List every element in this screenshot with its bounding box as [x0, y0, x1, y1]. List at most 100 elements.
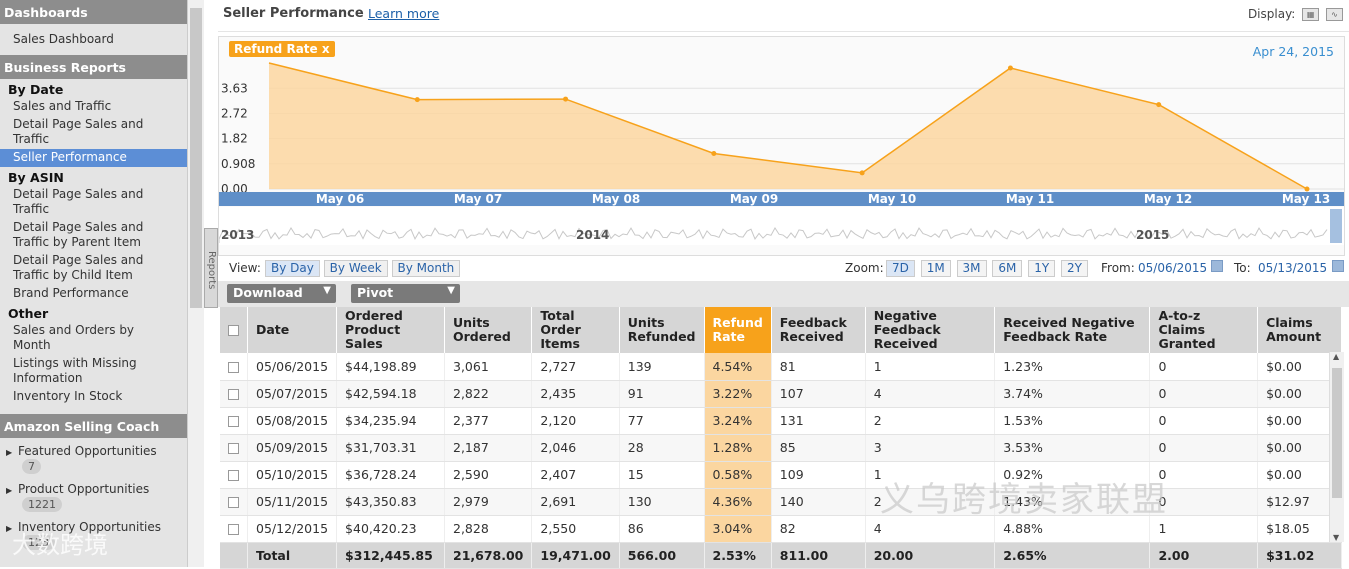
table-cell: 15 — [619, 461, 705, 489]
column-header[interactable]: Units Ordered — [444, 307, 533, 353]
expand-arrow-icon: ▶ — [6, 486, 13, 495]
expand-arrow-icon: ▶ — [6, 524, 13, 533]
zoom-6m-button[interactable]: 6M — [992, 260, 1023, 277]
close-icon[interactable]: x — [321, 42, 330, 56]
row-checkbox-cell — [220, 434, 248, 462]
sidebar-item-listings-missing[interactable]: Listings with Missing Information — [13, 356, 137, 385]
x-tick-label: May 12 — [1144, 192, 1192, 206]
table-cell: 81 — [771, 353, 866, 381]
total-cell: 20.00 — [865, 542, 996, 569]
series-line — [268, 62, 1308, 190]
table-cell: $0.00 — [1257, 461, 1342, 489]
zoom-2y-button[interactable]: 2Y — [1060, 260, 1088, 277]
sidebar-item-featured-opportunities[interactable]: ▶ Featured Opportunities 7 — [0, 442, 187, 476]
scrollbar-thumb[interactable] — [190, 8, 202, 308]
view-label: View: — [229, 261, 261, 275]
page-title: Seller Performance — [223, 6, 364, 21]
sidebar-scrollbar[interactable] — [187, 0, 204, 567]
series-tag[interactable]: Refund Rate x — [229, 41, 335, 57]
to-label: To: — [1234, 261, 1251, 275]
view-by-day-button[interactable]: By Day — [265, 260, 320, 277]
table-scrollbar[interactable]: ▲ ▼ — [1329, 352, 1344, 542]
zoom-1m-button[interactable]: 1M — [920, 260, 951, 277]
sidebar-item-asin-parent-item[interactable]: Detail Page Sales and Traffic by Parent … — [13, 220, 144, 249]
table-cell: 2,435 — [531, 380, 620, 408]
column-header[interactable]: Units Refunded — [619, 307, 705, 353]
calendar-icon[interactable] — [1211, 260, 1223, 272]
column-header[interactable]: Refund Rate — [704, 307, 772, 353]
table-row: 05/06/2015 $44,198.89 3,061 2,727 139 4.54% 81… — [220, 353, 1342, 381]
column-header[interactable]: Total Order Items — [531, 307, 620, 353]
sidebar-item-product-opportunities[interactable]: ▶ Product Opportunities 1221 — [0, 480, 187, 514]
table-cell: 139 — [619, 353, 705, 381]
scrollbar-thumb[interactable] — [1332, 368, 1342, 498]
sidebar-item-detail-page-sales-traffic[interactable]: Detail Page Sales and Traffic — [13, 117, 144, 146]
table-cell: 2,120 — [531, 407, 620, 435]
learn-more-link[interactable]: Learn more — [368, 6, 440, 21]
sidebar-item-seller-performance[interactable]: Seller Performance — [0, 149, 187, 167]
table-cell: $40,420.23 — [336, 515, 445, 543]
column-header[interactable]: Ordered Product Sales — [336, 307, 445, 353]
sidebar-item-sales-and-traffic[interactable]: Sales and Traffic — [13, 99, 112, 113]
table-cell: 0 — [1149, 488, 1259, 516]
sidebar-item-inventory-opportunities[interactable]: ▶ Inventory Opportunities 123 — [0, 518, 187, 552]
from-date-input[interactable]: 05/06/2015 — [1138, 261, 1208, 275]
select-all-checkbox[interactable] — [228, 325, 239, 336]
zoom-3m-button[interactable]: 3M — [956, 260, 987, 277]
row-checkbox[interactable] — [228, 470, 239, 481]
x-axis-band — [219, 192, 1344, 206]
download-dropdown[interactable]: Download ▼ — [227, 284, 336, 303]
calendar-icon[interactable] — [1332, 260, 1344, 272]
to-date-input[interactable]: 05/13/2015 — [1258, 261, 1328, 275]
table-cell: 0 — [1149, 407, 1259, 435]
row-checkbox[interactable] — [228, 497, 239, 508]
table-cell: 05/10/2015 — [247, 461, 338, 489]
row-checkbox[interactable] — [228, 361, 239, 373]
chart-view-icon[interactable]: ∿ — [1326, 8, 1343, 21]
x-tick-label: May 07 — [454, 192, 502, 206]
view-by-month-button[interactable]: By Month — [391, 260, 461, 277]
scroll-down-icon[interactable]: ▼ — [1333, 533, 1340, 542]
table-cell: 107 — [771, 380, 866, 408]
zoom-7d-button[interactable]: 7D — [886, 260, 915, 277]
sidebar-item-brand-performance[interactable]: Brand Performance — [13, 286, 129, 300]
column-header[interactable]: Date — [247, 307, 338, 353]
column-header[interactable]: Feedback Received — [771, 307, 866, 353]
column-header[interactable]: Received Negative Feedback Rate — [994, 307, 1151, 353]
x-tick-label: May 06 — [316, 192, 364, 206]
column-header[interactable]: Claims Amount — [1257, 307, 1342, 353]
table-cell: 140 — [771, 488, 866, 516]
table-view-icon[interactable]: ▦ — [1302, 8, 1320, 21]
table-cell: 0 — [1149, 353, 1259, 381]
table-cell: 3.22% — [704, 380, 772, 408]
view-by-week-button[interactable]: By Week — [323, 260, 388, 277]
sidebar-item-sales-dashboard[interactable]: Sales Dashboard — [13, 32, 114, 46]
series-tag-label: Refund Rate — [234, 42, 318, 56]
row-checkbox[interactable] — [228, 524, 239, 535]
table-cell: 2,828 — [444, 515, 533, 543]
sidebar-item-asin-detail-page[interactable]: Detail Page Sales and Traffic — [13, 187, 144, 216]
column-header[interactable]: Negative Feedback Received — [865, 307, 996, 353]
total-cell: 811.00 — [771, 542, 866, 569]
row-checkbox-cell — [220, 488, 248, 516]
sidebar-item-asin-child-item[interactable]: Detail Page Sales and Traffic by Child I… — [13, 253, 144, 282]
reports-collapse-tab[interactable]: Reports — [204, 228, 218, 308]
count-badge: 123 — [22, 535, 55, 550]
scroll-up-icon[interactable]: ▲ — [1333, 352, 1340, 361]
table-cell: 91 — [619, 380, 705, 408]
sidebar-item-inventory-in-stock[interactable]: Inventory In Stock — [13, 389, 123, 403]
table-cell: $42,594.18 — [336, 380, 445, 408]
performance-table: Date Ordered Product Sales Units Ordered To… — [220, 307, 1342, 569]
row-checkbox[interactable] — [228, 389, 239, 400]
table-cell: 2,727 — [531, 353, 620, 381]
zoom-1y-button[interactable]: 1Y — [1028, 260, 1056, 277]
table-cell: 3.24% — [704, 407, 772, 435]
row-checkbox[interactable] — [228, 416, 239, 427]
y-tick-label: 3.63 — [221, 81, 248, 95]
sidebar-item-sales-orders-month[interactable]: Sales and Orders by Month — [13, 323, 135, 352]
expand-arrow-icon: ▶ — [6, 448, 13, 457]
y-tick-label: 2.72 — [221, 107, 248, 121]
pivot-dropdown[interactable]: Pivot ▼ — [351, 284, 460, 303]
column-header[interactable]: A-to-z Claims Granted — [1149, 307, 1259, 353]
row-checkbox[interactable] — [228, 443, 239, 454]
